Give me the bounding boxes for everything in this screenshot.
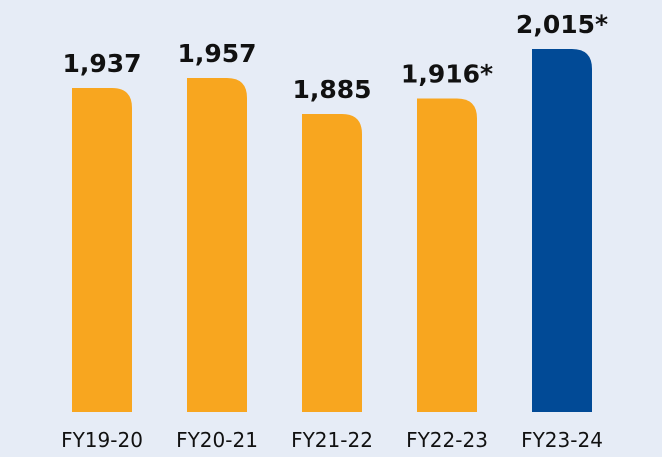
bar-fy22-23: [417, 98, 477, 412]
bar-fy20-21: [187, 78, 247, 412]
category-label-fy22-23: FY22-23: [406, 428, 488, 452]
category-label-fy21-22: FY21-22: [291, 428, 373, 452]
category-labels-group: FY19-20 FY20-21 FY21-22 FY22-23 FY23-24: [61, 428, 603, 452]
value-label-fy20-21: 1,957: [177, 39, 256, 68]
value-label-fy22-23: 1,916*: [401, 60, 493, 89]
bars-group: [72, 49, 592, 412]
value-labels-group: 1,937 1,957 1,885 1,916* 2,015*: [62, 10, 608, 104]
category-label-fy23-24: FY23-24: [521, 428, 603, 452]
bar-fy23-24: [532, 49, 592, 412]
value-label-fy19-20: 1,937: [62, 49, 141, 78]
category-label-fy19-20: FY19-20: [61, 428, 143, 452]
value-label-fy23-24: 2,015*: [516, 10, 608, 39]
bar-fy19-20: [72, 88, 132, 412]
category-label-fy20-21: FY20-21: [176, 428, 258, 452]
bar-fy21-22: [302, 114, 362, 412]
value-label-fy21-22: 1,885: [292, 75, 371, 104]
